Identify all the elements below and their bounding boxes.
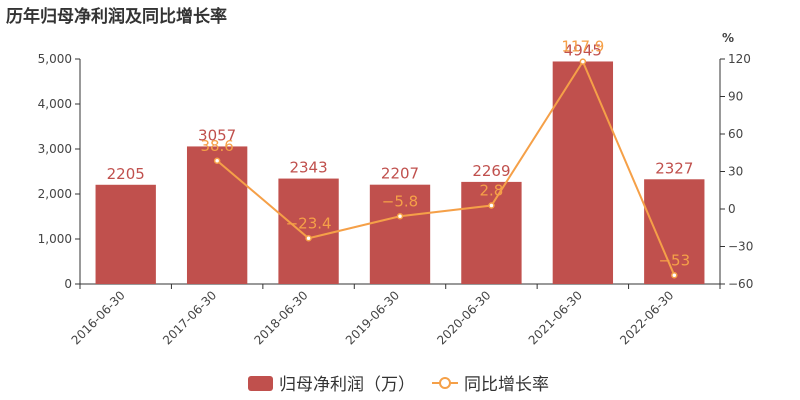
bar-2020-06-30: [461, 181, 522, 284]
legend: 归母净利润（万） 同比增长率: [248, 375, 549, 395]
x-tick-label: 2019-06-30: [343, 288, 402, 347]
growth-rate-line: [216, 59, 676, 276]
bar-value-label: 3057: [198, 126, 236, 144]
y-right-unit-label: %: [722, 31, 734, 45]
x-tick-label: 2020-06-30: [434, 288, 493, 347]
line-value-label: −5.8: [382, 192, 418, 210]
x-tick-label: 2018-06-30: [251, 288, 310, 347]
y-left-tick-label: 3,000: [38, 142, 72, 156]
bar-2022-06-30: [644, 179, 705, 284]
bar-value-label: 2207: [381, 165, 419, 183]
bar-2016-06-30: [95, 184, 156, 284]
bar-value-label: 2269: [472, 162, 510, 180]
y-right-tick-label: −30: [728, 240, 753, 254]
growth-point-2020-06-30: [488, 202, 495, 209]
chart-title: 历年归母净利润及同比增长率: [6, 7, 227, 27]
legend-swatch-marker: [439, 377, 451, 389]
line-series: [213, 58, 678, 279]
y-right-tick-label: −60: [728, 277, 753, 291]
bar-value-label: 4945: [564, 41, 602, 59]
x-tick-label: 2022-06-30: [617, 288, 676, 347]
legend-label-bar[interactable]: 归母净利润（万）: [279, 375, 415, 395]
y-right-tick-label: 90: [728, 90, 743, 104]
bar-2021-06-30: [552, 61, 614, 284]
bar-2017-06-30: [186, 146, 248, 284]
growth-point-2019-06-30: [396, 213, 404, 220]
x-tick-label: 2016-06-30: [69, 288, 128, 347]
y-right-tick-label: 30: [728, 165, 743, 179]
line-value-label: −53: [658, 251, 690, 269]
y-right-tick-label: 120: [728, 52, 751, 66]
legend-label-line[interactable]: 同比增长率: [464, 375, 549, 395]
y-left-tick-label: 5,000: [38, 52, 72, 66]
x-tick-label: 2021-06-30: [526, 288, 585, 347]
line-value-label: 117.9: [561, 38, 604, 56]
bar-series: [95, 61, 705, 284]
bar-value-label: 2327: [655, 159, 693, 177]
line-value-label: 2.8: [479, 182, 503, 200]
bar-value-label: 2343: [289, 159, 327, 177]
growth-point-2017-06-30: [213, 157, 221, 164]
bar-2019-06-30: [369, 184, 431, 284]
growth-point-2021-06-30: [579, 58, 587, 65]
y-left-tick-label: 4,000: [38, 97, 72, 111]
legend-swatch-bar[interactable]: [248, 376, 273, 391]
growth-point-2022-06-30: [671, 272, 678, 279]
growth-point-2018-06-30: [305, 235, 312, 242]
x-tick-label: 2017-06-30: [160, 288, 219, 347]
y-right-tick-label: 60: [728, 127, 743, 141]
y-left-tick-label: 0: [64, 277, 72, 291]
y-left-tick-label: 2,000: [38, 187, 72, 201]
y-left-tick-label: 1,000: [38, 232, 72, 246]
bar-2018-06-30: [278, 178, 339, 284]
line-value-label: 38.6: [200, 137, 233, 155]
line-value-label: −23.4: [286, 214, 332, 232]
bar-value-label: 2205: [107, 165, 145, 183]
data-labels: 2205 3057 2343 2207 2269 4945 2327 38.6 −23.4 −5.…: [107, 38, 694, 270]
y-right-tick-label: 0: [728, 202, 736, 216]
